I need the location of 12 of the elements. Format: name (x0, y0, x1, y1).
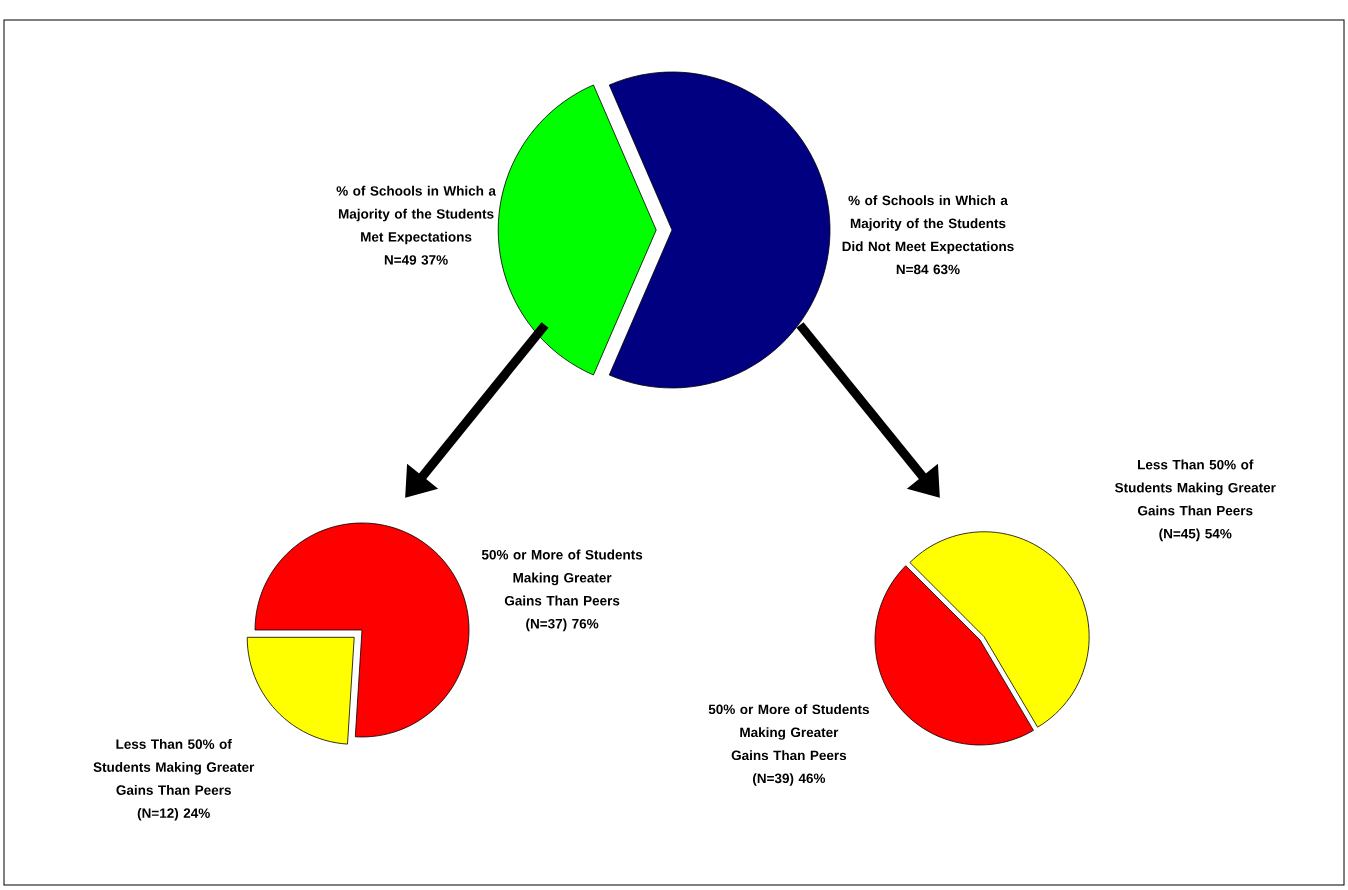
slice-label: Less Than 50% of Students Making Greater Gains Than Peers (1115, 459, 1276, 516)
slice-label: Less Than 50% of Students Making Greater Gains Than Peers (93, 738, 255, 795)
data-label: (N=45) 54% (1159, 528, 1232, 542)
data-label: (N=37) 76% (526, 618, 599, 632)
slice-label: % of Schools in Which a Majority of the Students Met Expectations (336, 185, 497, 245)
data-label: N=49 37% (384, 255, 448, 265)
slice-label: 50% or More of Students Making Greater Gains Than Peers (708, 704, 869, 761)
slice-label: % of Schools in Which a Majority of the Students Did Not Meet Expectations (842, 195, 1014, 254)
slice-label: 50% or More of Students Making Greater Gains Than Peers (481, 549, 643, 606)
data-label: (N=12) 24% (137, 807, 210, 821)
data-label: (N=39) 46% (753, 773, 826, 786)
data-label: N=84 63% (896, 264, 960, 275)
